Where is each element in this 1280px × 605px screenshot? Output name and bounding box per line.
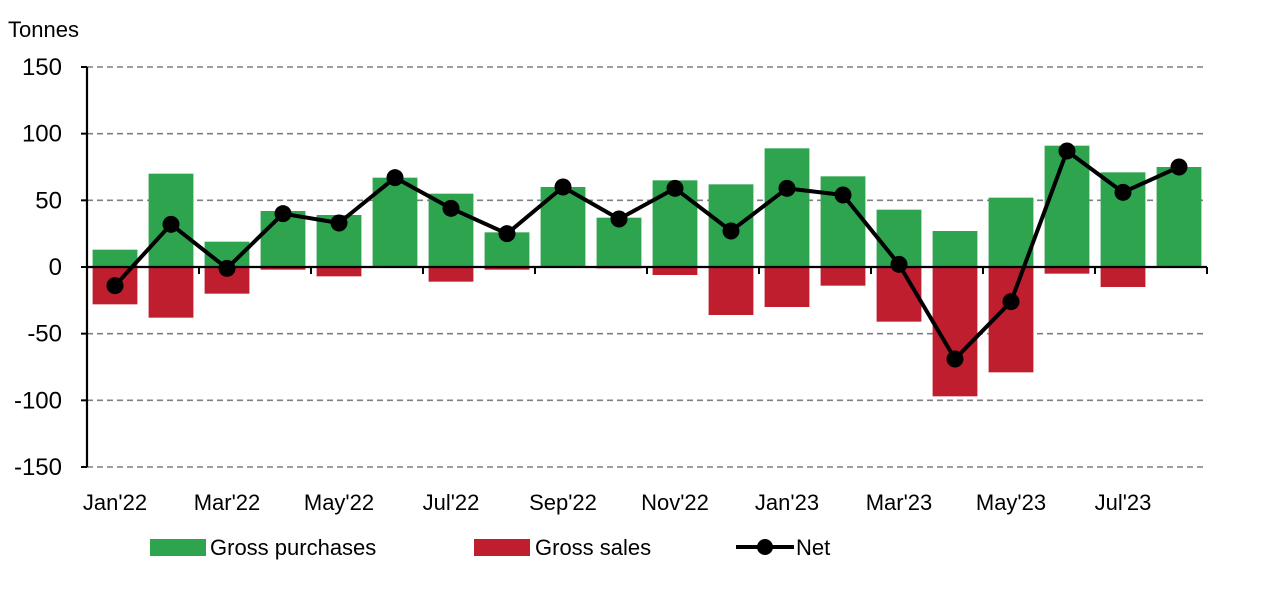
net-point <box>498 225 516 243</box>
legend-swatch-gross-sales <box>474 539 530 556</box>
net-point <box>946 350 964 368</box>
gross-sales-bar <box>260 267 306 270</box>
gross-purchases-bar <box>92 249 138 267</box>
gross-sales-bar <box>316 267 362 277</box>
gross-sales-bar <box>708 267 754 315</box>
bars <box>92 145 1202 397</box>
y-tick-label: 50 <box>35 187 62 214</box>
net-point <box>1002 293 1020 311</box>
x-tick-label: Mar'22 <box>194 490 261 515</box>
x-tick-label: May'22 <box>304 490 374 515</box>
x-tick-label: Jan'22 <box>83 490 147 515</box>
gross-purchases-bar <box>1044 145 1090 267</box>
net-point <box>554 178 572 196</box>
y-tick-labels: 150 100 50 0 -50 -100 -150 <box>14 54 87 481</box>
gross-purchases-bar <box>932 231 978 267</box>
net-point <box>106 277 124 295</box>
y-tick-label: -50 <box>27 321 62 348</box>
y-tick-label: 100 <box>22 121 62 148</box>
x-tick-label: Mar'23 <box>866 490 933 515</box>
x-tick-label: Sep'22 <box>529 490 597 515</box>
legend-label-gross-sales: Gross sales <box>535 535 651 560</box>
net-point <box>1170 158 1188 176</box>
legend-label-net: Net <box>796 535 830 560</box>
x-tick-labels: Jan'22 Mar'22 May'22 Jul'22 Sep'22 Nov'22 Jan'… <box>83 490 1151 515</box>
y-tick-label: 0 <box>49 254 62 281</box>
y-tick-label: -150 <box>14 454 62 481</box>
gross-sales-bar <box>820 267 866 286</box>
net-point <box>218 259 236 277</box>
axes <box>85 67 1208 467</box>
x-tick-label: Jul'23 <box>1095 490 1152 515</box>
net-line <box>106 142 1188 368</box>
legend-swatch-net-marker <box>757 539 773 555</box>
y-axis-label: Tonnes <box>8 17 79 42</box>
gross-sales-bar <box>764 267 810 307</box>
x-tick-label: Jan'23 <box>755 490 819 515</box>
x-tick-label: May'23 <box>976 490 1046 515</box>
legend-swatch-gross-purchases <box>150 539 206 556</box>
net-point <box>442 199 460 217</box>
net-point <box>778 179 796 197</box>
gross-sales-bar <box>484 267 530 270</box>
y-tick-label: -100 <box>14 387 62 414</box>
gross-sales-bar <box>876 267 922 322</box>
gross-purchases-bar <box>764 148 810 267</box>
net-point <box>834 186 852 204</box>
net-point <box>1058 142 1076 160</box>
net-point <box>386 169 404 187</box>
x-tick-label: Nov'22 <box>641 490 709 515</box>
net-point <box>162 215 180 233</box>
y-tick-label: 150 <box>22 54 62 81</box>
net-point <box>274 205 292 223</box>
gross-sales-bar <box>428 267 474 282</box>
net-point <box>890 255 908 273</box>
gross-sales-bar <box>148 267 194 318</box>
net-point <box>1114 183 1132 201</box>
gross-purchases-bar <box>988 197 1034 267</box>
gross-sales-bar <box>1044 267 1090 274</box>
gross-purchases-bar <box>1156 167 1202 267</box>
gross-sales-bar <box>652 267 698 275</box>
net-point <box>722 222 740 240</box>
legend-label-gross-purchases: Gross purchases <box>210 535 376 560</box>
net-line-path <box>113 149 1180 361</box>
x-tick-label: Jul'22 <box>423 490 480 515</box>
legend: Gross purchases Gross sales Net <box>150 535 830 560</box>
net-point <box>666 179 684 197</box>
net-point <box>330 214 348 232</box>
gross-sales-bar <box>1100 267 1146 287</box>
net-point <box>610 210 628 228</box>
gross-purchases-bar <box>372 177 418 267</box>
